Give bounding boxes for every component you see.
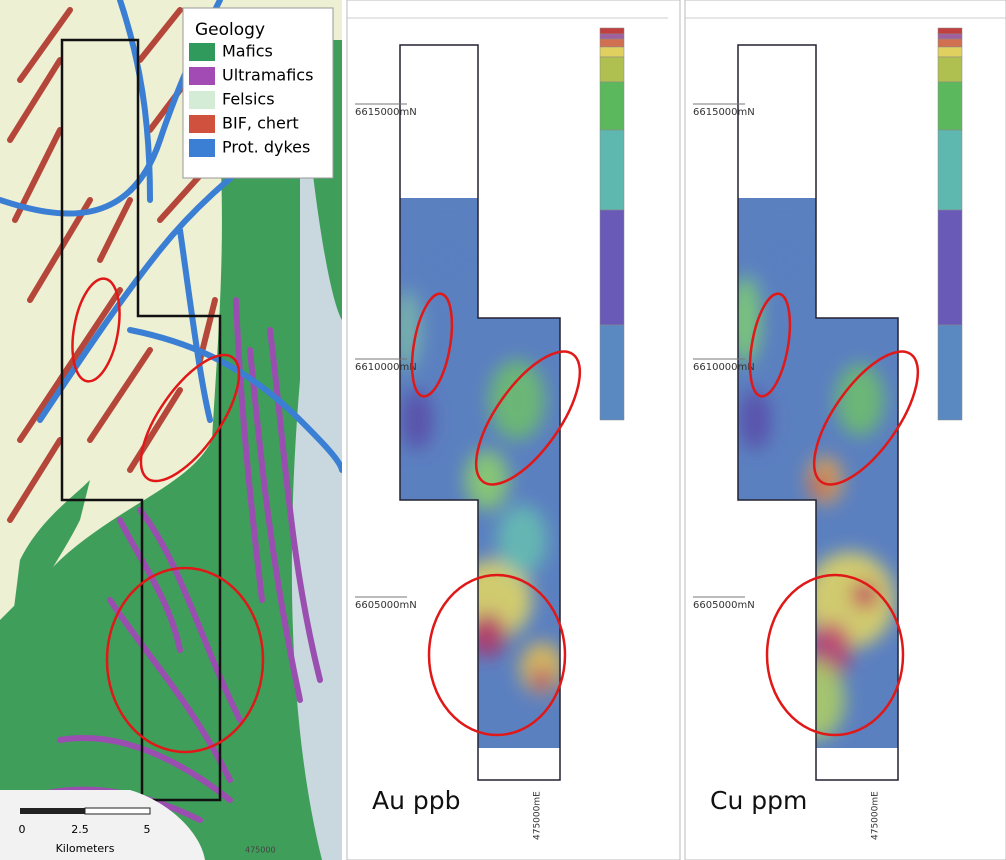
legend-label: Mafics <box>222 42 273 61</box>
easting-label: 475000mE <box>871 791 881 840</box>
colorbar-segment <box>937 129 963 211</box>
colorbar-segment <box>937 56 963 83</box>
heat-blob <box>851 581 879 609</box>
legend-title: Geology <box>195 20 265 40</box>
target-ellipses <box>410 292 582 737</box>
colorbar-segment <box>599 33 625 40</box>
target-ellipse <box>474 350 582 486</box>
grid-outline <box>399 44 561 781</box>
colorbar-segment <box>937 46 963 58</box>
heat-blob <box>401 390 433 450</box>
outcrop <box>291 40 342 860</box>
legend-swatch <box>189 43 215 61</box>
scale-area <box>0 790 205 860</box>
tenement-outline <box>60 38 222 802</box>
mafic-area <box>0 40 342 860</box>
target-ellipse <box>427 573 567 737</box>
legend-label: Ultramafics <box>222 66 313 85</box>
colorbar-segment <box>599 209 625 326</box>
scale-bar <box>20 807 151 815</box>
grid-outline <box>737 44 899 781</box>
geology-map: Geology Mafics Ultramafics Felsics BIF, che… <box>0 0 342 860</box>
ultramafic-bands <box>17 297 323 823</box>
empty-strip <box>478 748 560 780</box>
colorbar-segment <box>599 324 625 421</box>
colorbar-segment <box>599 27 625 35</box>
legend-swatch <box>189 67 215 85</box>
northing-label: 6605000mN <box>693 600 755 611</box>
easting-label: 475000mE <box>533 791 543 840</box>
heat-blob <box>422 230 472 290</box>
northing-label: 6610000mN <box>693 362 755 373</box>
target-ellipse <box>748 292 792 398</box>
northing-label: 6615000mN <box>355 107 417 118</box>
scale-tick: 2.5 <box>71 823 89 836</box>
northing-label: 6605000mN <box>355 600 417 611</box>
colorbar-segment <box>599 38 625 48</box>
legend-label: BIF, chert <box>222 114 299 133</box>
colorbar-segment <box>937 33 963 40</box>
anomaly-panel: 6615000mN 6610000mN 6605000mN Au ppb 475000m… <box>346 0 681 860</box>
legend-label: Prot. dykes <box>222 138 310 157</box>
panel-label: Cu ppm <box>710 786 807 815</box>
target-ellipse <box>812 350 920 486</box>
heat-blob <box>739 390 771 450</box>
northing-label: 6610000mN <box>355 362 417 373</box>
target-ellipses <box>71 277 265 754</box>
mafic-area <box>10 480 90 640</box>
anomaly-panel: 6615000mN 6610000mN 6605000mN Cu ppm 475000m… <box>684 0 1006 860</box>
colorbar-segment <box>599 129 625 211</box>
heat-blob <box>812 476 828 494</box>
scale-unit: Kilometers <box>56 842 115 855</box>
legend-label: Felsics <box>222 90 275 109</box>
empty-strip <box>816 748 898 780</box>
colorbar-segment <box>937 27 963 35</box>
colorbar-segment <box>599 56 625 83</box>
heat-blob <box>497 505 547 575</box>
easting-label: 475000 <box>245 846 276 855</box>
legend-swatch <box>189 115 215 133</box>
target-ellipse <box>410 292 454 398</box>
colorbar-segment <box>937 324 963 421</box>
scale-tick: 5 <box>144 823 151 836</box>
target-ellipse <box>765 573 905 737</box>
legend-swatch <box>189 139 215 157</box>
panel-label: Au ppb <box>372 786 461 815</box>
scale-tick: 0 <box>19 823 26 836</box>
heat-blob <box>489 360 545 440</box>
northing-label: 6615000mN <box>693 107 755 118</box>
colorbar-segment <box>599 46 625 58</box>
heat-blob <box>532 668 552 692</box>
legend-swatch <box>189 91 215 109</box>
colorbar-segment <box>937 209 963 326</box>
colorbar-segment <box>937 81 963 131</box>
colorbar-segment <box>937 38 963 48</box>
heat-blob <box>836 364 884 436</box>
target-ellipses <box>748 292 920 737</box>
heat-blob <box>760 230 810 290</box>
colorbar-segment <box>599 81 625 131</box>
